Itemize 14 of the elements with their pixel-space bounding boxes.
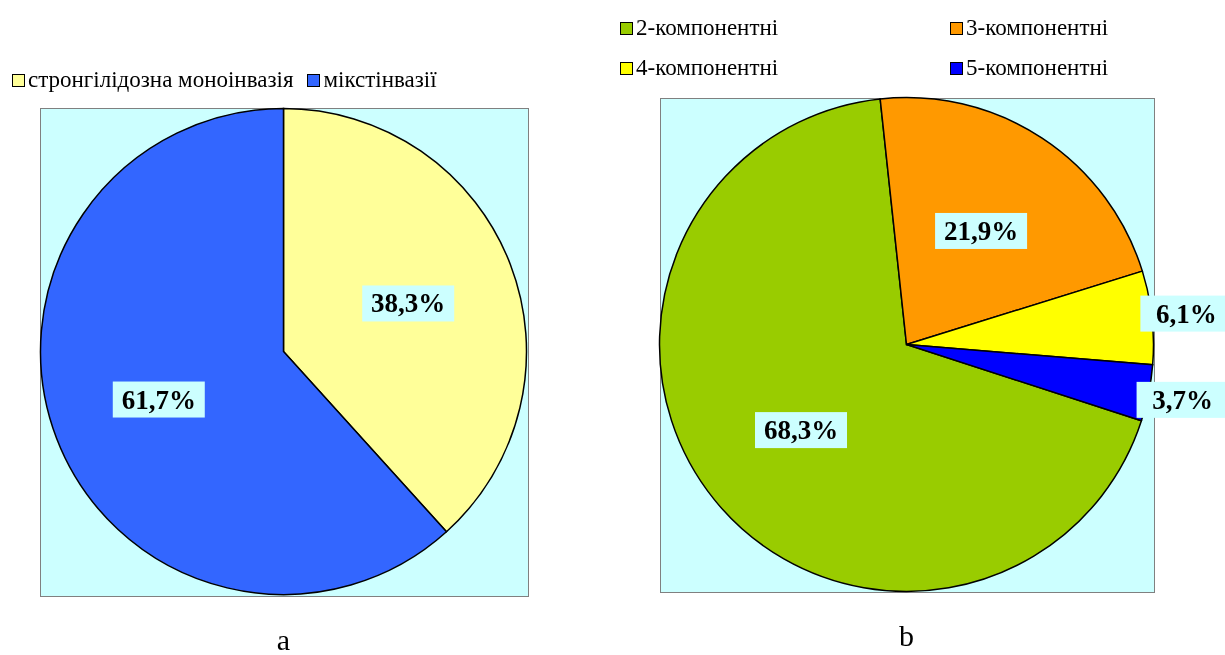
legend-label: 2-компонентні — [636, 15, 779, 41]
legend-label: 4-компонентні — [636, 55, 779, 81]
legend-label: 3-компонентні — [966, 15, 1109, 41]
data-label: 68,3% — [763, 415, 839, 446]
data-label: 38,3% — [371, 288, 446, 319]
text: a — [275, 623, 292, 655]
data-label: 6,1% — [1156, 298, 1217, 329]
legend-label: 5-компонентні — [966, 55, 1109, 81]
data-label: 3,7% — [1152, 384, 1213, 415]
data-label: 61,7% — [121, 384, 196, 415]
data-label: 21,9% — [943, 215, 1019, 246]
text: b — [898, 619, 915, 653]
legend-label: мікстінвазії — [323, 67, 437, 93]
legend-label: стронгілідозна моноінвазія — [28, 67, 294, 93]
